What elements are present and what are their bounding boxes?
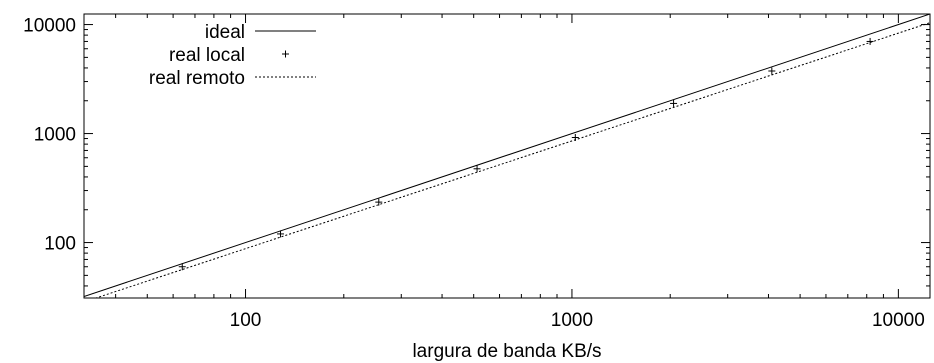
legend-label-real-remoto: real remoto — [149, 68, 245, 89]
y-tick-label: 10000 — [23, 16, 76, 37]
series-layer — [84, 14, 930, 298]
axis-ticks — [84, 14, 930, 298]
x-axis-label: largura de banda KB/s — [412, 341, 601, 362]
point-real-local — [277, 230, 285, 238]
plot-frame — [83, 13, 931, 299]
y-tick-label: 1000 — [34, 125, 76, 146]
x-tick-label: 1000 — [551, 310, 593, 331]
point-real-local — [375, 198, 383, 206]
point-real-local — [178, 263, 186, 271]
x-tick-labels: 100 1000 10000 — [230, 310, 925, 331]
legend-label-ideal: ideal — [205, 22, 245, 43]
legend-marker-real-local — [282, 50, 289, 58]
y-tick-label: 100 — [44, 234, 76, 255]
x-tick-label: 100 — [230, 310, 262, 331]
point-real-local — [768, 67, 776, 75]
point-real-local — [866, 37, 874, 45]
point-real-local — [670, 99, 678, 107]
x-tick-label: 10000 — [872, 310, 925, 331]
line-real-remoto — [94, 22, 930, 298]
y-tick-labels: 100 1000 10000 — [23, 16, 76, 255]
point-real-local — [473, 165, 481, 173]
legend-label-real-local: real local — [169, 45, 245, 66]
line-ideal — [84, 14, 930, 297]
